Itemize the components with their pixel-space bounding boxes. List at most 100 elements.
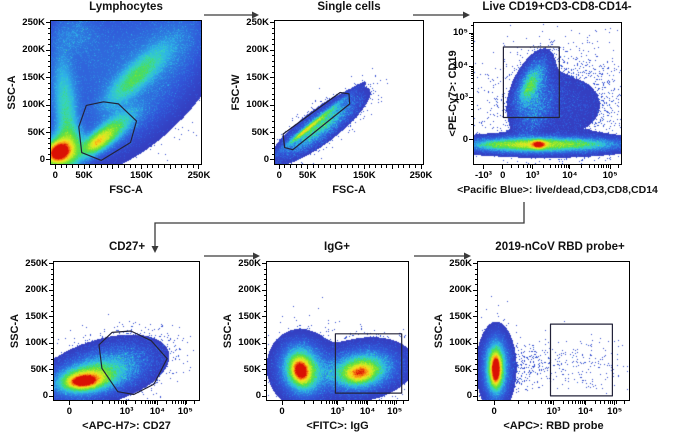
tick-mark	[175, 401, 177, 404]
tick-mark	[474, 385, 477, 387]
tick-mark	[543, 165, 545, 168]
plot-area	[473, 22, 622, 165]
x-axis-label: <APC-H7>: CD27	[82, 420, 171, 432]
tick-mark	[50, 379, 53, 381]
tick-mark	[623, 401, 625, 404]
y-tick-label: 150K	[25, 310, 48, 322]
tick-mark	[155, 401, 157, 404]
tick-mark	[72, 165, 74, 168]
tick-mark	[607, 165, 609, 168]
tick-mark	[271, 115, 274, 117]
tick-mark	[473, 263, 477, 265]
tick-mark	[169, 165, 171, 169]
tick-mark	[135, 165, 137, 168]
tick-mark	[46, 132, 50, 134]
tick-mark	[49, 369, 53, 371]
tick-mark	[263, 326, 266, 328]
x-tick-label: 10³	[546, 406, 561, 417]
tick-mark	[597, 165, 599, 168]
y-tick-label: 200K	[22, 44, 45, 56]
tick-mark	[470, 70, 473, 72]
tick-mark	[502, 165, 504, 169]
tick-mark	[493, 401, 495, 405]
tick-mark	[68, 401, 70, 405]
tick-mark	[270, 49, 274, 51]
tick-mark	[270, 77, 274, 79]
tick-mark	[355, 401, 357, 404]
x-tick-label: 0	[52, 170, 58, 181]
y-tick-label: 0	[263, 153, 269, 165]
tick-mark	[474, 347, 477, 349]
y-axis-label: FSC-W	[230, 74, 242, 111]
tick-mark	[100, 165, 102, 168]
tick-mark	[553, 401, 554, 405]
tick-mark	[403, 165, 405, 168]
tick-mark	[337, 401, 338, 405]
tick-mark	[129, 165, 131, 168]
y-tick-label: 250K	[246, 16, 269, 28]
x-tick-label: 0	[500, 170, 506, 181]
tick-mark	[470, 34, 473, 36]
tick-mark	[473, 369, 477, 371]
tick-mark	[403, 401, 405, 404]
y-tick-label: 100K	[449, 337, 472, 349]
tick-mark	[152, 401, 154, 404]
tick-mark	[47, 27, 50, 29]
tick-mark	[158, 165, 160, 168]
tick-mark	[470, 124, 473, 126]
tick-mark	[470, 100, 473, 102]
tick-mark	[171, 401, 173, 404]
panel-title: Live CD19+CD3-CD8-CD14-	[482, 1, 632, 13]
panel-title: Single cells	[317, 1, 381, 13]
tick-mark	[474, 305, 477, 307]
x-tick-label: 10⁵	[602, 170, 618, 181]
tick-mark	[414, 165, 416, 168]
x-tick-label: -10³	[474, 170, 492, 181]
tick-mark	[47, 110, 50, 112]
x-axis-label: <FITC>: IgG	[306, 420, 369, 432]
tick-mark	[470, 68, 473, 70]
tick-mark	[271, 153, 274, 155]
tick-mark	[594, 401, 596, 404]
tick-mark	[46, 49, 50, 51]
tick-mark	[50, 321, 53, 323]
tick-mark	[50, 363, 53, 365]
tick-mark	[47, 142, 50, 144]
tick-mark	[290, 165, 292, 168]
tick-mark	[358, 165, 360, 168]
tick-mark	[47, 60, 50, 62]
tick-mark	[482, 165, 484, 169]
tick-mark	[367, 401, 369, 405]
rbd-gate-outline	[549, 323, 613, 397]
tick-mark	[271, 55, 274, 57]
x-tick-label: 50K	[75, 170, 93, 181]
tick-mark	[50, 332, 53, 334]
tick-mark	[50, 273, 53, 275]
tick-mark	[318, 165, 320, 168]
tick-mark	[263, 310, 266, 312]
plot-area	[50, 20, 202, 165]
tick-mark	[192, 165, 194, 168]
tick-mark	[301, 165, 303, 168]
tick-mark	[163, 165, 165, 168]
tick-mark	[49, 316, 53, 318]
panel-title: Lymphocytes	[89, 1, 163, 13]
y-tick-label: 150K	[449, 310, 472, 322]
tick-mark	[47, 93, 50, 95]
tick-mark	[47, 33, 50, 35]
tick-mark	[106, 165, 108, 168]
tick-mark	[474, 379, 477, 381]
flow-arrowhead	[463, 11, 470, 19]
x-tick-label: 10⁵	[177, 406, 193, 417]
tick-mark	[50, 347, 53, 349]
x-tick-label: 250K	[409, 170, 433, 181]
tick-mark	[474, 374, 477, 376]
tick-mark	[565, 165, 567, 168]
tick-mark	[568, 401, 570, 404]
tick-mark	[263, 305, 266, 307]
y-tick-label: 50K	[251, 126, 269, 138]
tick-mark	[580, 401, 582, 404]
tick-mark	[617, 165, 619, 168]
x-tick-label: 0	[279, 406, 285, 417]
density-plot	[275, 21, 423, 164]
